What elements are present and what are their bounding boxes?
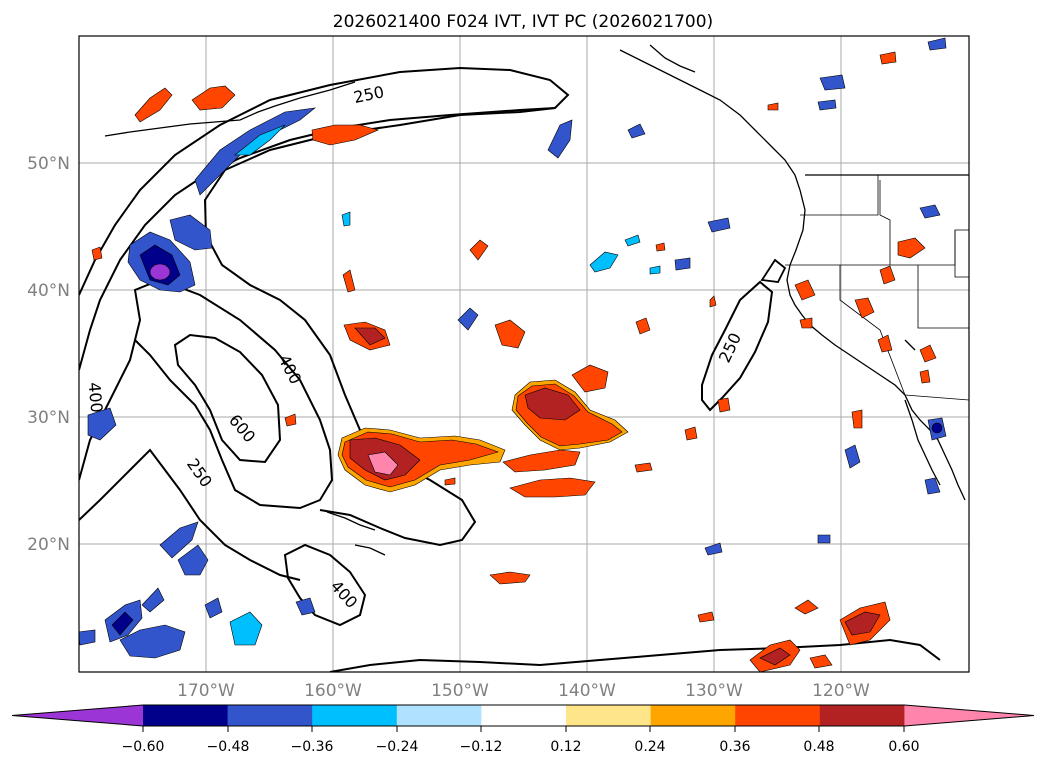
coastlines bbox=[104, 44, 969, 556]
colorbar-swatch bbox=[312, 705, 398, 726]
colorbar-tick-label: 0.36 bbox=[719, 739, 750, 755]
longitude-label: 160°W bbox=[304, 681, 362, 701]
colorbar-tick-label: −0.60 bbox=[122, 739, 165, 755]
ivt-contour-250-east bbox=[701, 280, 774, 412]
colorbar-tick-label: −0.36 bbox=[291, 739, 334, 755]
colorbar-swatch bbox=[143, 705, 229, 726]
longitude-labels: 170°W 160°W 150°W 140°W 130°W 120°W bbox=[177, 681, 870, 701]
ivt-contour-400-inner bbox=[79, 278, 334, 510]
colorbar-swatch bbox=[396, 705, 482, 726]
colorbar-tick-label: −0.24 bbox=[376, 739, 419, 755]
colorbar-tick-label: 0.60 bbox=[888, 739, 919, 755]
colorbar-swatch bbox=[819, 705, 905, 726]
ivt-contour-600 bbox=[173, 333, 282, 464]
ivt-contour-250-south bbox=[329, 638, 941, 672]
colorbar-swatch bbox=[481, 705, 567, 726]
latitude-label: 20°N bbox=[27, 535, 70, 555]
longitude-label: 140°W bbox=[558, 681, 616, 701]
colorbar-swatch bbox=[650, 705, 736, 726]
colorbar: −0.60 −0.48 −0.36 −0.24 −0.12 0.12 0.24 … bbox=[11, 704, 1035, 755]
colorbar-tick-labels: −0.60 −0.48 −0.36 −0.24 −0.12 0.12 0.24 … bbox=[122, 739, 920, 755]
state-borders bbox=[785, 175, 969, 401]
colorbar-swatch bbox=[566, 705, 652, 726]
colorbar-swatch bbox=[12, 705, 143, 726]
ivt-contour-400-south bbox=[283, 543, 367, 627]
colorbar-ticks bbox=[142, 726, 905, 732]
latitude-label: 30°N bbox=[27, 408, 70, 428]
longitude-label: 150°W bbox=[431, 681, 489, 701]
colorbar-tick-label: 0.24 bbox=[634, 739, 665, 755]
gridlines bbox=[79, 36, 969, 672]
figure-title: 2026021400 F024 IVT, IVT PC (2026021700) bbox=[333, 12, 713, 32]
contour-label: 400 bbox=[85, 381, 107, 413]
latitude-labels: 50°N 40°N 30°N 20°N bbox=[27, 154, 70, 555]
longitude-label: 170°W bbox=[177, 681, 235, 701]
latitude-label: 40°N bbox=[27, 281, 70, 301]
colorbar-tick-label: −0.12 bbox=[460, 739, 503, 755]
colorbar-tick-label: 0.48 bbox=[803, 739, 834, 755]
map-plot-area bbox=[79, 36, 969, 672]
colorbar-swatch bbox=[735, 705, 821, 726]
longitude-label: 120°W bbox=[812, 681, 870, 701]
colorbar-swatches bbox=[11, 704, 1035, 727]
colorbar-swatch bbox=[227, 705, 313, 726]
longitude-label: 130°W bbox=[685, 681, 743, 701]
map-frame bbox=[78, 35, 970, 673]
colorbar-tick-label: −0.48 bbox=[207, 739, 250, 755]
colorbar-swatch bbox=[904, 705, 1034, 726]
ivt-contour-250-mid bbox=[79, 448, 301, 581]
negative-pc-patches bbox=[79, 37, 947, 659]
positive-pc-patches bbox=[91, 51, 937, 672]
latitude-label: 50°N bbox=[27, 154, 70, 174]
colorbar-tick-label: 0.12 bbox=[550, 739, 581, 755]
